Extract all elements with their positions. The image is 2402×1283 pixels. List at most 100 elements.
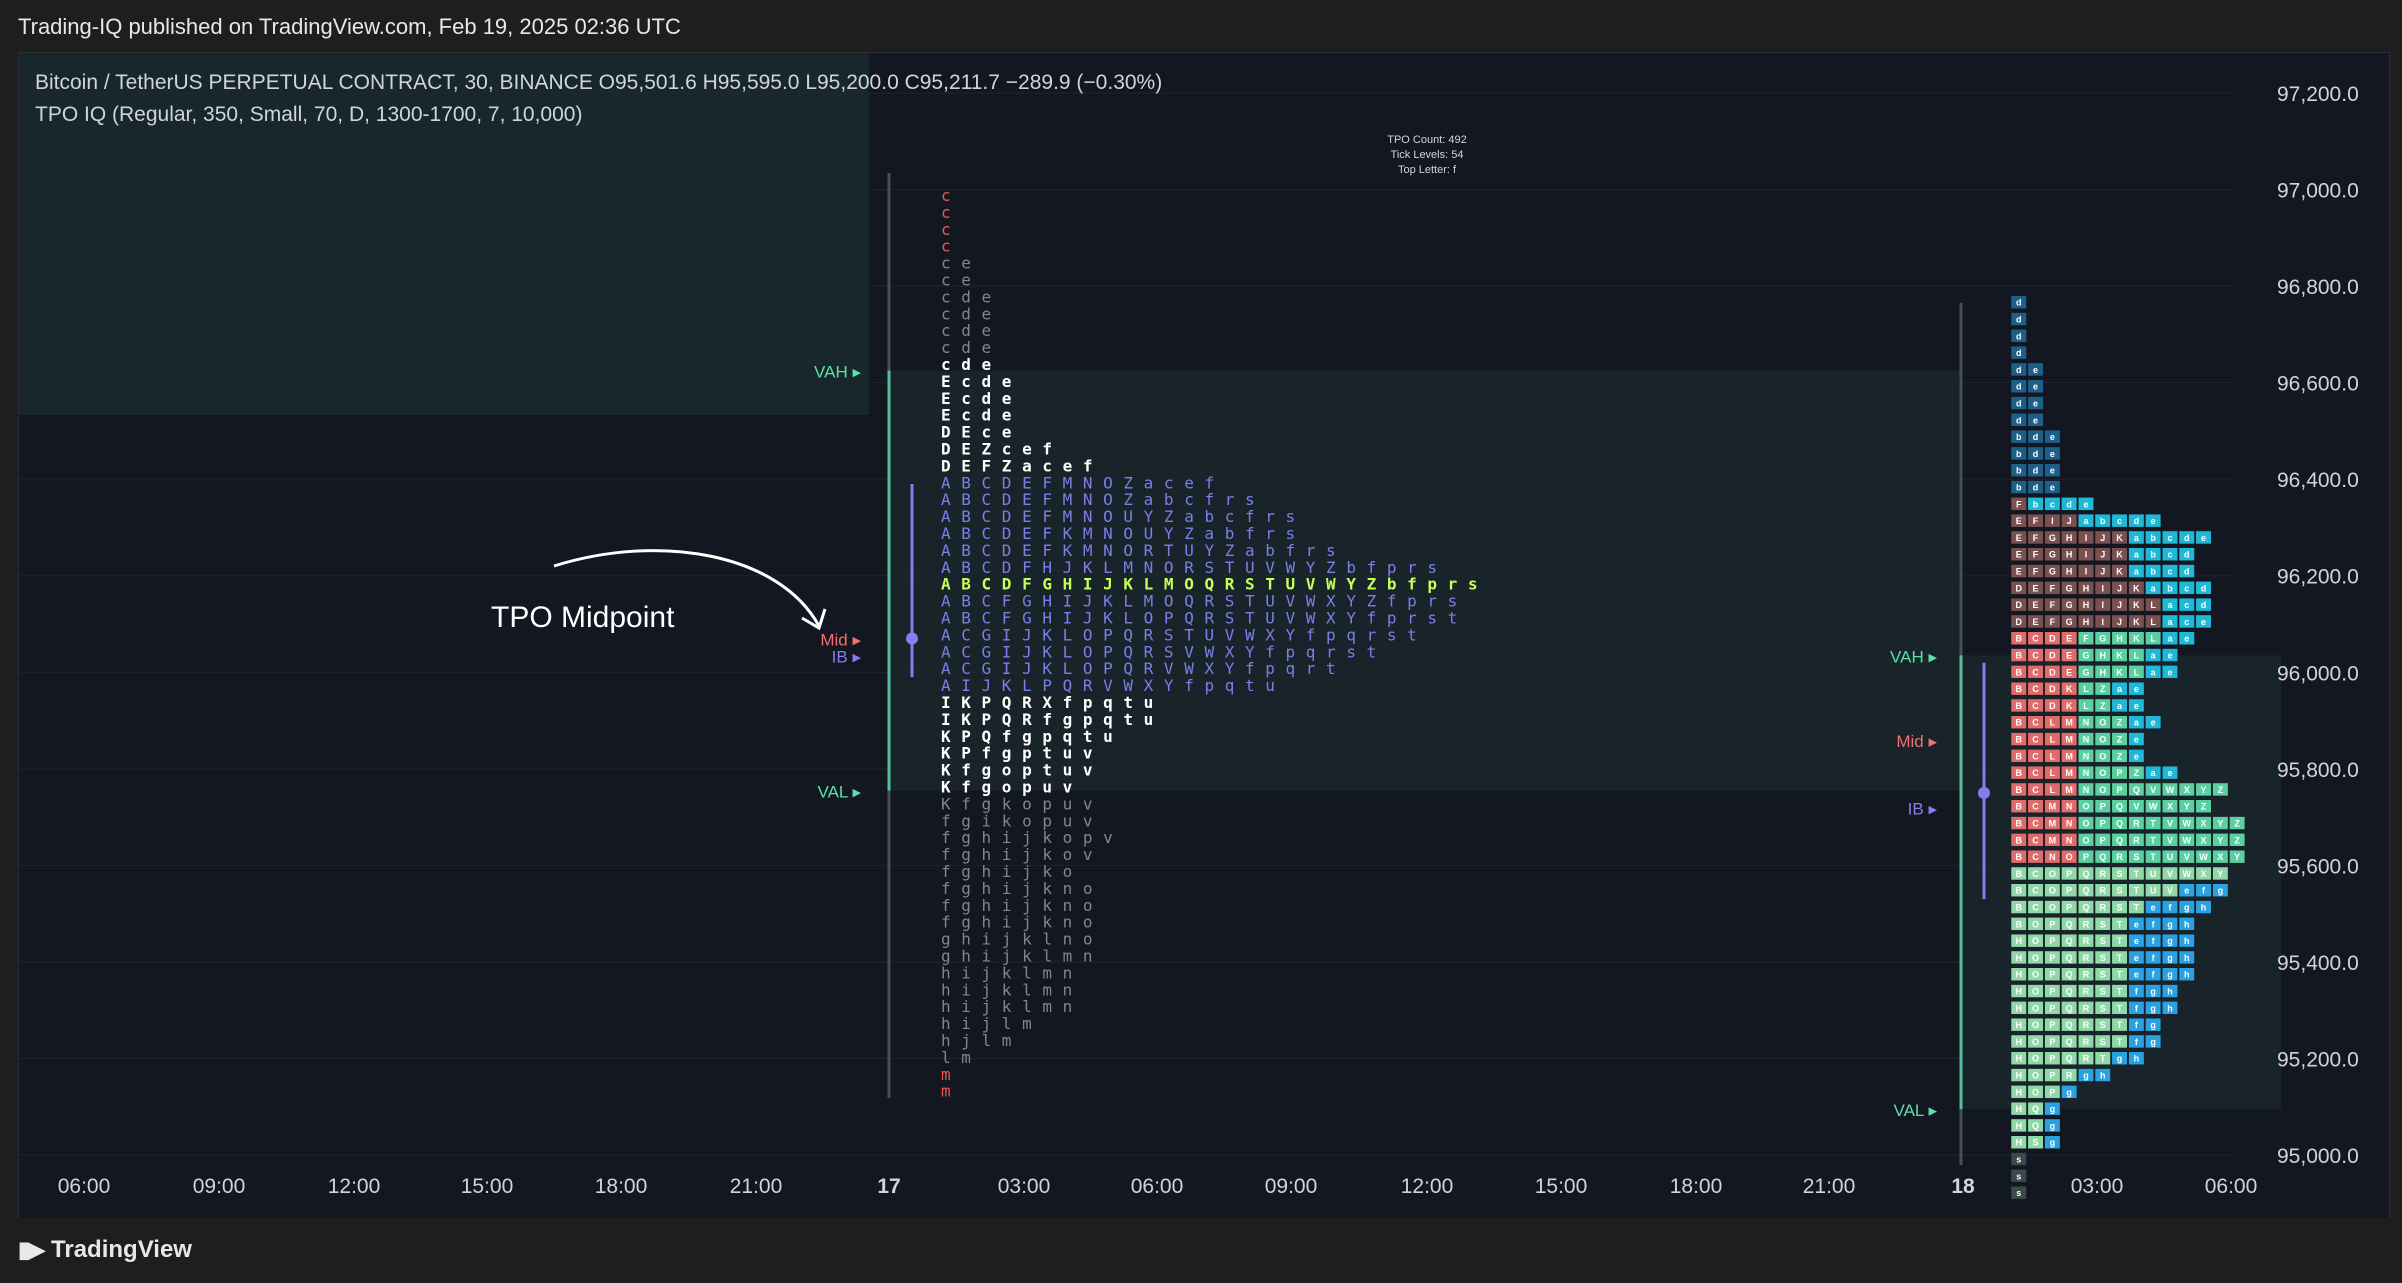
tpo-block-letter: R [2116,852,2123,862]
tpo-block-day2 [2094,698,2111,713]
tpo-block-day2 [2010,681,2027,696]
x-tick-label: 09:00 [1265,1175,1318,1198]
tpo-block-letter: e [2201,617,2206,627]
tpo-block-day2 [2027,849,2044,864]
tpo-block-day2 [2128,564,2145,578]
chart-area[interactable]: 97,200.0 97,000.0 96,800.0 96,600.0 96,400.0… [18,52,2390,1219]
tpo-block-letter: Q [2066,1003,2073,1013]
tpo-block-letter: Q [2066,953,2073,963]
tpo-block-day2 [2161,833,2178,847]
tpo-block-day2 [2061,715,2078,729]
tpo-block-letter: V [2150,785,2156,795]
tpo-block-letter: c [2050,499,2055,509]
tpo-block-day2 [2027,446,2044,461]
x-tick-label: 06:00 [2205,1175,2258,1198]
annotation-arrowhead-icon [801,608,827,631]
tpo-block-day2 [2195,782,2212,797]
tpo-block-letter: Z [2117,718,2123,728]
indicator-legend[interactable]: TPO IQ (Regular, 350, Small, 70, D, 1300… [35,103,583,126]
tpo-block-day2 [2145,547,2162,561]
tpo-block-letter: F [2050,600,2056,610]
tpo-block-day2 [2044,564,2061,578]
tpo-block-letter: W [2183,819,2192,829]
tpo-chart[interactable]: 97,200.0 97,000.0 96,800.0 96,600.0 96,400.0… [19,53,2389,1218]
tpo-block-letter: R [2083,953,2090,963]
tpo-block-letter: F [2033,550,2039,560]
footer: ▮▶ TradingView [0,1218,2402,1283]
tpo-block-letter: O [2032,1087,2039,1097]
tpo-block-letter: Q [2066,1037,2073,1047]
tpo-block-day2 [2010,312,2027,326]
tpo-block-day2 [2044,732,2061,746]
tpo-block-day2 [2077,849,2094,864]
tpo-block-letter: C [2032,819,2039,829]
tpo-block-letter: D [2049,651,2056,661]
tpo-block-day2 [2161,950,2178,965]
tpo-block-letter: D [2049,634,2056,644]
tpo-block-day2 [2010,513,2027,528]
tpo-row-day1: f g h i j k o p v [941,828,1113,847]
tpo-block-day2 [2061,497,2078,511]
tpo-block-letter: g [2050,1138,2056,1148]
tpo-block-letter: R [2083,1003,2090,1013]
tpo-block-day2 [2077,732,2094,746]
tpo-block-letter: g [2184,903,2190,913]
symbol-legend[interactable]: Bitcoin / TetherUS PERPETUAL CONTRACT, 3… [35,71,1163,94]
tpo-block-day2 [2128,900,2145,914]
tpo-block-day2 [2010,917,2027,931]
tpo-block-day2 [2077,782,2094,797]
tpo-block-letter: C [2032,869,2039,879]
tpo-block-letter: P [2049,987,2055,997]
tpo-block-day2 [2145,530,2162,545]
tpo-block-day2 [2128,513,2145,528]
tpo-block-day2 [2094,866,2111,881]
tpo-block-day2 [2094,530,2111,545]
tpo-block-day2 [2044,900,2061,914]
tpo-block-day2 [2145,833,2162,847]
tpo-block-day2 [2111,631,2128,645]
tpo-block-letter: L [2050,785,2056,795]
tpo-block-day2 [2010,631,2027,645]
tpo-block-day2 [2010,329,2027,343]
tpo-block-letter: d [2201,600,2207,610]
tpo-block-day2 [2010,1051,2027,1065]
tpo-block-day2 [2111,984,2128,998]
tpo-block-day2 [2094,849,2111,864]
tpo-block-letter: d [2033,483,2039,493]
tpo-block-letter: R [2083,1020,2090,1030]
tpo-block-day2 [2077,631,2094,645]
tpo-row-day1: D E Z c e f [941,440,1052,459]
tpo-block-day2 [2178,782,2195,797]
tpo-block-letter: N [2066,802,2073,812]
tpo-block-day2 [2027,396,2044,410]
tpo-block-day2 [2044,547,2061,561]
tpo-block-letter: G [2099,634,2106,644]
tpo-block-day2 [2061,782,2078,797]
tpo-block-day2 [2010,597,2027,612]
tpo-block-day2 [2161,665,2178,679]
tpo-block-letter: c [2117,516,2122,526]
tpo-block-day2 [2178,866,2195,881]
tpo-block-day2 [2027,1034,2044,1049]
tpo-block-letter: R [2100,903,2107,913]
tpo-block-day2 [2111,581,2128,595]
tpo-block-letter: E [2066,667,2072,677]
tpo-block-letter: T [2117,1003,2123,1013]
tpo-block-day2 [2111,967,2128,981]
tpo-block-day2 [2178,799,2195,813]
tpo-block-letter: O [2032,1037,2039,1047]
tpo-block-letter: E [2016,567,2022,577]
tpo-row-day1: K f g k o p u v [941,794,1093,813]
tpo-block-day2 [2145,917,2162,931]
tpo-block-day2 [2145,564,2162,578]
tpo-block-day2 [2061,1001,2078,1015]
tpo-block-day2 [2027,1118,2044,1133]
x-tick-label: 18:00 [1670,1175,1723,1198]
tpo-block-day2 [2094,581,2111,595]
tpo-block-letter: Z [2234,835,2240,845]
tpo-block-day2 [2027,463,2044,477]
tpo-row-day1: f g h i j k n o [941,913,1093,932]
tradingview-logo[interactable]: ▮▶ TradingView [18,1236,192,1264]
tpo-block-day2 [2010,1135,2027,1149]
tpo-block-day2 [2094,665,2111,679]
